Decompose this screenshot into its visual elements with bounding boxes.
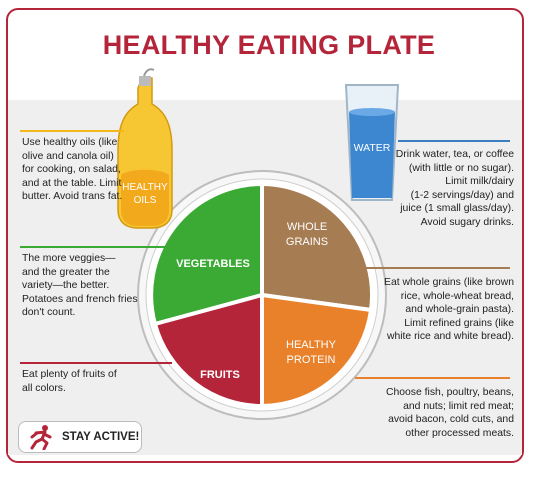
note-line: avoid bacon, cold cuts, and — [388, 414, 514, 426]
oils-label-1: HEALTHY — [122, 182, 168, 193]
oils-note: Use healthy oils (like olive and canola … — [22, 136, 122, 204]
stay-active-badge — [18, 421, 142, 453]
protein-label-1: HEALTHY — [286, 339, 337, 351]
protein-note: Choose fish, poultry, beans, and nuts; l… — [386, 386, 514, 440]
note-line: (with little or no sugar). — [408, 162, 514, 174]
note-line: white rice and white bread). — [386, 331, 514, 343]
note-line: Drink water, tea, or coffee — [395, 149, 514, 160]
veggies-note: The more veggies— and the greater the va… — [22, 252, 138, 320]
fruits-section — [152, 292, 264, 409]
water-glass-icon — [344, 84, 400, 201]
oils-label-2: OILS — [134, 195, 157, 206]
protein-section — [260, 292, 374, 409]
vegetables-label: VEGETABLES — [176, 258, 250, 270]
note-line: Use healthy oils (like — [22, 137, 118, 148]
note-line: variety—the better. — [22, 280, 110, 292]
water-label: WATER — [354, 142, 391, 154]
note-line: butter. Avoid trans fat. — [22, 191, 123, 203]
fruits-note: Eat plenty of fruits of all colors. — [22, 368, 117, 395]
note-line: Choose fish, poultry, beans, — [385, 387, 514, 398]
note-line: rice, whole-wheat bread, — [400, 290, 514, 302]
water-note: Drink water, tea, or coffee (with little… — [396, 148, 514, 230]
note-line: Eat whole grains (like brown — [384, 277, 514, 288]
note-line: don't count. — [22, 307, 76, 319]
note-line: Avoid sugary drinks. — [420, 216, 514, 228]
running-person-icon — [30, 425, 52, 450]
note-line: other processed meats. — [405, 427, 514, 439]
note-line: all colors. — [22, 382, 66, 394]
bottom-whitespace — [0, 463, 538, 478]
whole-grains-label-1: WHOLE — [287, 221, 327, 233]
vegetables-section — [149, 181, 264, 327]
note-line: and nuts; limit red meat; — [403, 400, 514, 412]
grains-note: Eat whole grains (like brown rice, whole… — [384, 276, 514, 344]
note-line: Eat plenty of fruits of — [22, 369, 117, 380]
note-line: and the greater the — [22, 266, 110, 278]
note-line: (1-2 servings/day) and — [410, 189, 514, 201]
note-line: Limit refined grains (like — [404, 317, 514, 329]
note-line: Limit milk/dairy — [445, 176, 514, 188]
note-line: and whole-grain pasta). — [405, 304, 514, 316]
oil-bottle-icon — [117, 68, 173, 229]
note-line: for cooking, on salad, — [22, 164, 121, 176]
note-line: juice (1 small glass/day). — [400, 203, 514, 215]
page-title: HEALTHY EATING PLATE — [102, 30, 436, 60]
note-line: and at the table. Limit — [22, 177, 122, 189]
whole-grains-section — [260, 181, 374, 313]
note-line: olive and canola oil) — [22, 150, 114, 162]
fruits-label: FRUITS — [200, 369, 240, 381]
whole-grains-label-2: GRAINS — [286, 236, 328, 248]
note-line: Potatoes and french fries — [22, 293, 138, 305]
stay-active-label: STAY ACTIVE! — [62, 431, 140, 443]
protein-label-2: PROTEIN — [287, 354, 336, 366]
note-line: The more veggies— — [22, 253, 116, 264]
